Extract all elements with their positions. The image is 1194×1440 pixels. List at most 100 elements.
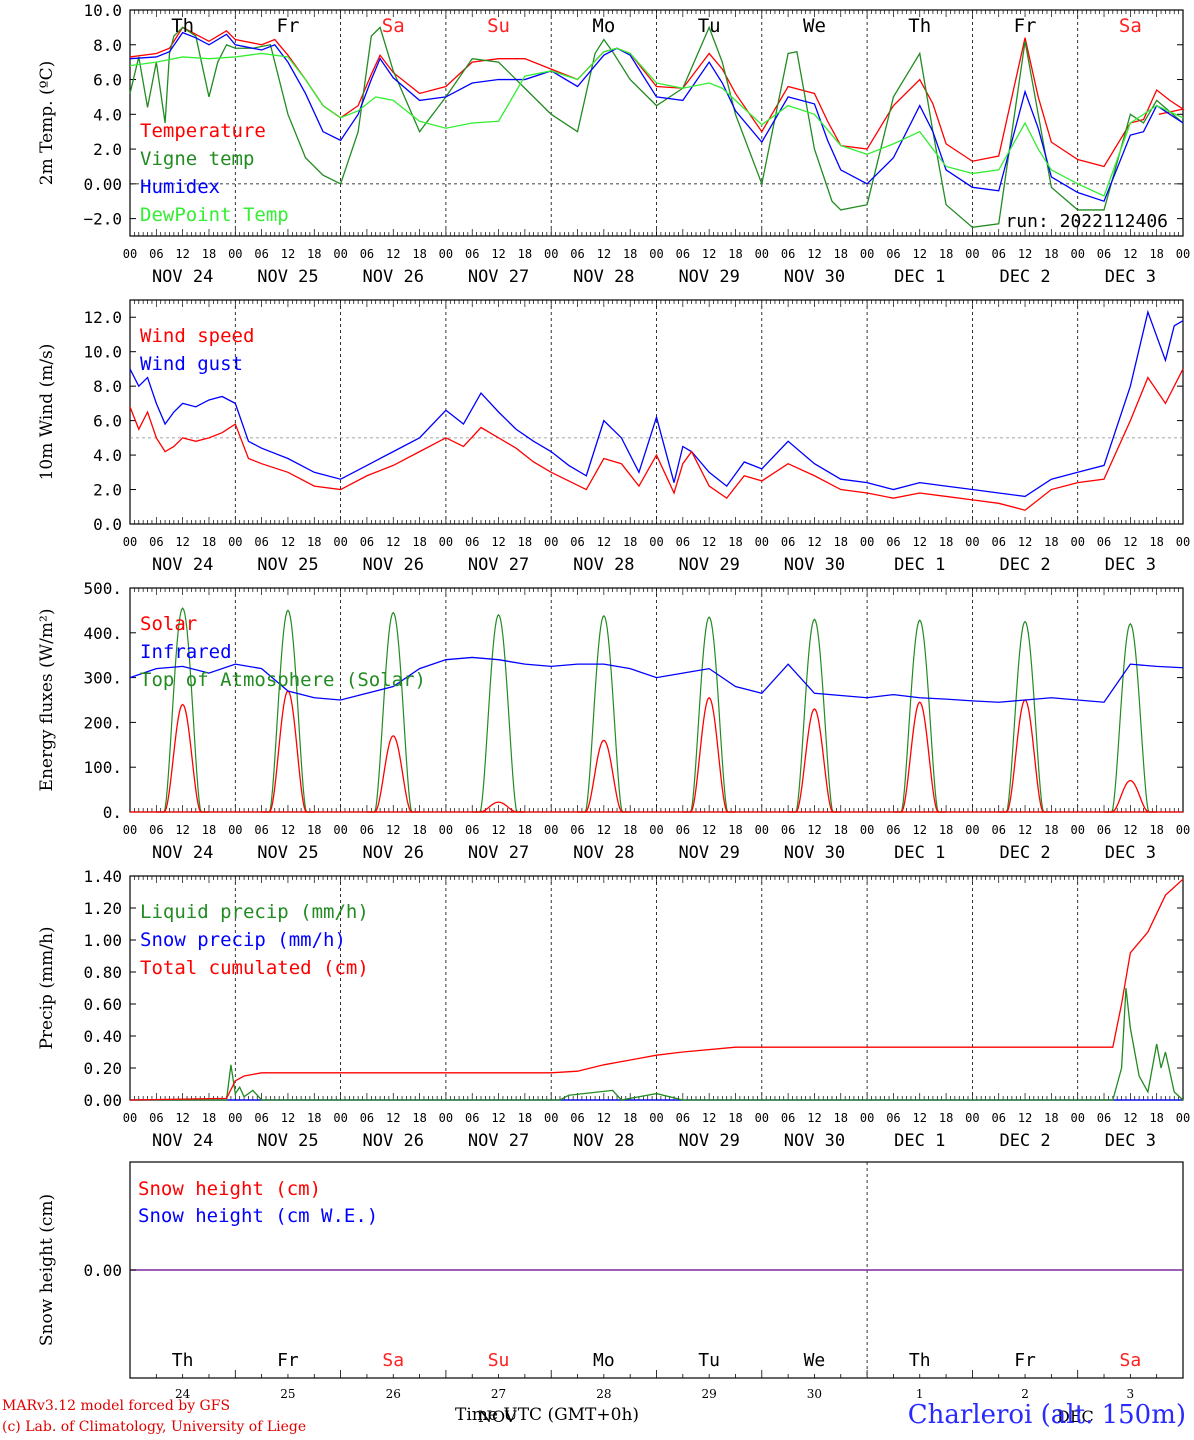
- hour-tick-label: 18: [623, 823, 637, 837]
- date-label: DEC 3: [1105, 555, 1156, 575]
- date-label: NOV 30: [784, 1131, 845, 1151]
- y-tick-label: 8.0: [93, 377, 122, 396]
- date-label: DEC 2: [999, 555, 1050, 575]
- date-label: NOV 24: [152, 1131, 213, 1151]
- y-tick-label: 6.0: [93, 412, 122, 431]
- toa-solar-line: [156, 607, 209, 813]
- hour-tick-label: 18: [412, 535, 426, 549]
- hour-tick-label: 06: [360, 535, 374, 549]
- y-tick-label: 0.80: [83, 963, 122, 982]
- hour-tick-label: 12: [702, 535, 716, 549]
- toa-solar-line: [998, 620, 1052, 813]
- hour-tick-label: 00: [965, 247, 979, 261]
- legend-entry: Snow height (cm W.E.): [138, 1205, 378, 1227]
- temp-series-line: [129, 47, 1184, 197]
- date-label: NOV 28: [573, 843, 634, 863]
- hour-tick-label: 00: [1176, 823, 1190, 837]
- weekday-label: Su: [487, 15, 510, 37]
- date-label: NOV 30: [784, 843, 845, 863]
- hour-tick-label: 18: [518, 247, 532, 261]
- hour-tick-label: 12: [175, 1111, 189, 1125]
- hour-tick-label: 18: [307, 247, 321, 261]
- hour-tick-label: 00: [228, 535, 242, 549]
- weekday-label: Su: [488, 1350, 510, 1371]
- y-tick-label: 4.0: [93, 446, 122, 465]
- weekday-label: Sa: [1120, 1350, 1142, 1371]
- toa-solar-line: [366, 611, 420, 813]
- y-tick-label: 0.00: [83, 1261, 122, 1280]
- weekday-label: Sa: [382, 1350, 404, 1371]
- time-axis-label: Time UTC (GMT+0h): [455, 1405, 640, 1425]
- solar-line: [893, 701, 947, 813]
- hour-tick-label: 18: [1149, 247, 1163, 261]
- hour-tick-label: 06: [360, 1111, 374, 1125]
- hour-tick-label: 00: [228, 823, 242, 837]
- hour-tick-label: 12: [913, 1111, 927, 1125]
- hour-tick-label: 12: [491, 247, 505, 261]
- hour-tick-label: 12: [807, 535, 821, 549]
- date-label: DEC 1: [894, 1131, 945, 1151]
- month-overlay-label: NOV: [478, 1407, 517, 1426]
- date-label: DEC 1: [894, 843, 945, 863]
- solar-line: [788, 708, 841, 813]
- hour-tick-label: 00: [544, 535, 558, 549]
- hour-tick-label: 18: [728, 247, 742, 261]
- y-tick-label: 0.40: [83, 1027, 122, 1046]
- hour-tick-label: 06: [149, 823, 163, 837]
- hour-tick-label: 18: [939, 1111, 953, 1125]
- toa-solar-line: [1104, 622, 1157, 813]
- day-number-label: 25: [280, 1387, 295, 1401]
- hour-tick-label: 00: [1070, 247, 1084, 261]
- hour-tick-label: 00: [755, 823, 769, 837]
- hour-tick-label: 12: [597, 1111, 611, 1125]
- hour-tick-label: 06: [781, 1111, 795, 1125]
- hour-tick-label: 18: [1149, 535, 1163, 549]
- date-label: NOV 25: [257, 555, 318, 575]
- date-label: NOV 29: [678, 1131, 739, 1151]
- hour-tick-label: 06: [781, 823, 795, 837]
- hour-tick-label: 06: [886, 1111, 900, 1125]
- solar-line: [682, 696, 736, 813]
- y-tick-label: 500.: [83, 579, 122, 598]
- y-axis-label: Energy fluxes (W/m²): [37, 609, 57, 792]
- date-label: DEC 1: [894, 555, 945, 575]
- hour-tick-label: 18: [307, 823, 321, 837]
- date-label: DEC 1: [894, 267, 945, 287]
- hour-tick-label: 00: [123, 247, 137, 261]
- day-number-label: 29: [702, 1387, 717, 1401]
- hour-tick-label: 00: [333, 535, 347, 549]
- hour-tick-label: 18: [518, 535, 532, 549]
- weekday-label: We: [803, 15, 826, 37]
- y-tick-label: 10.0: [83, 1, 122, 20]
- solar-line: [156, 703, 209, 813]
- weekday-label: Sa: [1119, 15, 1142, 37]
- weekday-label: Mo: [593, 1350, 615, 1371]
- day-number-label: 1: [916, 1387, 924, 1401]
- hour-tick-label: 12: [386, 823, 400, 837]
- day-number-label: 27: [491, 1387, 506, 1401]
- hour-tick-label: 06: [886, 823, 900, 837]
- date-label: DEC 3: [1105, 843, 1156, 863]
- hour-tick-label: 06: [465, 823, 479, 837]
- hour-tick-label: 06: [465, 247, 479, 261]
- hour-tick-label: 00: [439, 535, 453, 549]
- hour-tick-label: 00: [649, 535, 663, 549]
- y-tick-label: 2.0: [93, 140, 122, 159]
- date-label: NOV 29: [678, 555, 739, 575]
- hour-tick-label: 06: [991, 823, 1005, 837]
- hour-tick-label: 00: [1176, 535, 1190, 549]
- hour-tick-label: 18: [412, 823, 426, 837]
- legend-entry: Top of Atmosphere (Solar): [140, 669, 426, 691]
- legend-entry: Snow precip (mm/h): [140, 929, 346, 951]
- hour-tick-label: 00: [439, 1111, 453, 1125]
- hour-tick-label: 06: [254, 247, 268, 261]
- y-tick-label: 8.0: [93, 36, 122, 55]
- date-label: NOV 28: [573, 555, 634, 575]
- y-tick-label: 12.0: [83, 308, 122, 327]
- hour-tick-label: 00: [439, 823, 453, 837]
- hour-tick-label: 06: [676, 1111, 690, 1125]
- hour-tick-label: 12: [281, 823, 295, 837]
- hour-tick-label: 12: [1018, 247, 1032, 261]
- hour-tick-label: 12: [807, 247, 821, 261]
- hour-tick-label: 18: [202, 535, 216, 549]
